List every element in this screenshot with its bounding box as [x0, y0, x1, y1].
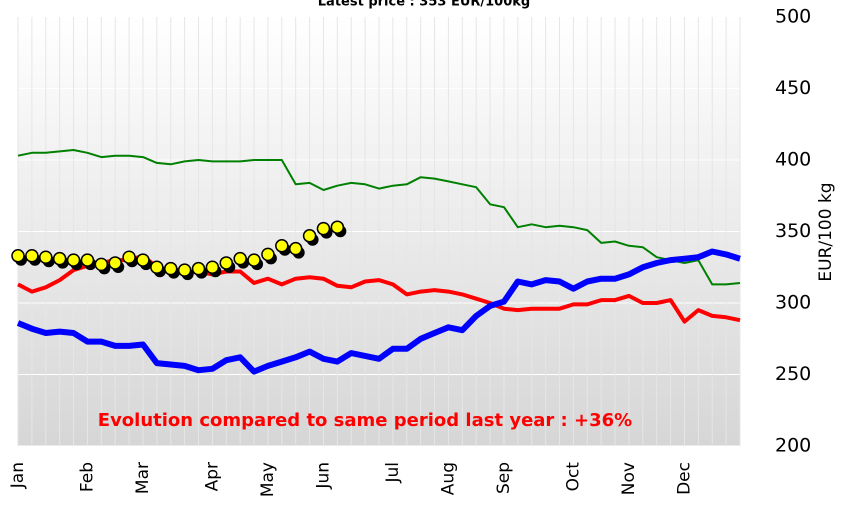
- marker: [150, 260, 164, 274]
- line-series: [17, 149, 741, 286]
- marker: [66, 253, 81, 267]
- marker: [136, 253, 150, 267]
- marker: [52, 251, 67, 266]
- x-tick-label: Aug: [438, 462, 458, 495]
- x-tick-label: Sep: [494, 462, 514, 494]
- x-tick-label: May: [258, 462, 278, 497]
- x-tick-label: Jun: [313, 462, 333, 490]
- marker: [219, 256, 234, 270]
- x-tick-label: Nov: [619, 462, 639, 495]
- marker: [177, 263, 192, 277]
- marker: [288, 241, 303, 256]
- marker: [80, 253, 95, 267]
- y-tick-label: 350: [775, 220, 811, 242]
- marker: [330, 220, 345, 234]
- x-tick-label: Dec: [674, 462, 694, 495]
- marker: [39, 250, 53, 264]
- y-tick-label: 500: [775, 6, 811, 28]
- chart-title: Latest price : 353 EUR/100kg: [318, 0, 530, 10]
- marker: [163, 261, 178, 276]
- y-axis-label: EUR/100 kg: [816, 182, 836, 281]
- marker: [247, 253, 261, 267]
- y-tick-label: 400: [775, 149, 811, 171]
- x-tick-label: Jul: [383, 462, 403, 484]
- x-tick-label: Oct: [563, 462, 583, 492]
- marker: [108, 256, 122, 270]
- marker: [233, 251, 247, 266]
- x-tick-label: Mar: [133, 462, 153, 494]
- x-tick-label: Apr: [202, 462, 222, 491]
- marker: [302, 229, 317, 243]
- y-tick-label: 200: [775, 435, 811, 457]
- marker: [205, 260, 220, 274]
- marker: [11, 249, 25, 263]
- marker: [94, 257, 109, 272]
- marker: [261, 247, 275, 262]
- y-tick-label: 300: [775, 292, 811, 314]
- y-tick-label: 250: [775, 363, 811, 385]
- x-tick-label: Jan: [8, 462, 28, 489]
- x-tick-label: Feb: [77, 462, 97, 492]
- y-tick-label: 450: [775, 77, 811, 99]
- marker: [191, 261, 206, 276]
- line-series: [16, 248, 741, 375]
- marker: [275, 239, 289, 253]
- marker: [316, 221, 331, 236]
- marker: [122, 250, 136, 264]
- marker: [25, 249, 39, 263]
- annotation: Evolution compared to same period last y…: [98, 410, 632, 431]
